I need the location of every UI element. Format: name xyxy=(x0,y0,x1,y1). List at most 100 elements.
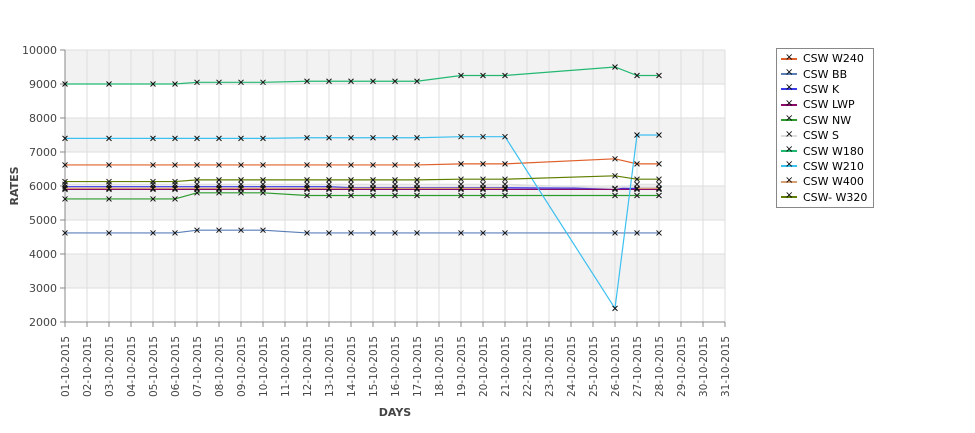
data-point xyxy=(370,162,376,168)
data-point xyxy=(414,192,420,199)
y-tick-label: 7000 xyxy=(29,146,57,159)
data-point xyxy=(392,181,398,188)
x-tick-label: 13-10-2015 xyxy=(324,336,336,397)
data-point xyxy=(656,185,662,192)
x-tick-label: 07-10-2015 xyxy=(192,336,204,397)
x-tick-label: 25-10-2015 xyxy=(588,336,600,397)
y-tick-label: 2000 xyxy=(29,316,57,329)
x-tick-label: 28-10-2015 xyxy=(654,336,666,397)
legend-label: CSW W400 xyxy=(803,175,864,189)
data-point xyxy=(62,162,68,168)
x-tick-label: 26-10-2015 xyxy=(610,336,622,397)
x-tick-label: 30-10-2015 xyxy=(698,336,710,397)
data-point xyxy=(480,161,486,167)
data-point xyxy=(62,135,68,142)
data-point xyxy=(172,185,178,192)
legend-swatch: × xyxy=(781,82,797,94)
data-point xyxy=(172,162,178,168)
data-point xyxy=(326,185,332,192)
y-tick-label: 5000 xyxy=(29,214,57,227)
data-point xyxy=(326,192,332,199)
data-point xyxy=(194,79,200,86)
legend-label: CSW W180 xyxy=(803,144,864,158)
data-point xyxy=(458,72,464,79)
data-point xyxy=(392,186,398,193)
data-point xyxy=(458,230,464,236)
data-point xyxy=(326,78,332,85)
x-tick-label: 29-10-2015 xyxy=(676,336,688,397)
data-point xyxy=(238,79,244,86)
data-point xyxy=(304,134,310,141)
data-point xyxy=(150,186,156,193)
data-point xyxy=(150,185,156,192)
y-tick-label: 3000 xyxy=(29,282,57,295)
x-tick-label: 02-10-2015 xyxy=(82,336,94,397)
x-tick-label: 21-10-2015 xyxy=(500,336,512,397)
data-point xyxy=(150,178,156,185)
data-point xyxy=(612,155,618,162)
data-point xyxy=(150,230,156,236)
data-point xyxy=(370,181,376,188)
y-tick-label: 10000 xyxy=(22,44,57,57)
data-point xyxy=(326,181,332,188)
data-point xyxy=(502,133,508,140)
data-point xyxy=(348,162,354,168)
line-chart: 01-10-2015 02-10-2015 03-10-2015 04-10-2015… xyxy=(8,44,732,419)
data-point xyxy=(150,196,156,202)
data-point xyxy=(106,186,112,193)
legend-label: CSW LWP xyxy=(803,98,855,112)
data-point xyxy=(392,177,398,183)
x-axis-title: DAYS xyxy=(379,406,412,419)
x-tick-label: 01-10-2015 xyxy=(60,336,72,397)
data-point xyxy=(260,181,266,188)
data-point xyxy=(150,162,156,168)
data-point xyxy=(238,177,244,183)
data-point xyxy=(656,181,662,188)
series-csw-w180 xyxy=(62,64,662,87)
data-point xyxy=(62,81,68,87)
data-point xyxy=(216,227,222,234)
x-tick-label: 22-10-2015 xyxy=(522,336,534,397)
series-line xyxy=(65,183,659,189)
legend-label: CSW NW xyxy=(803,113,852,127)
data-point xyxy=(458,181,464,188)
data-point xyxy=(304,192,310,199)
data-point xyxy=(194,135,200,142)
data-point xyxy=(172,178,178,185)
data-point xyxy=(304,162,310,168)
y-axis-title: RATES xyxy=(8,166,21,205)
x-tick-label: 31-10-2015 xyxy=(720,336,732,397)
legend-swatch: × xyxy=(781,144,797,156)
data-point xyxy=(634,230,640,236)
legend-item: × CSW S xyxy=(777,128,873,143)
data-point xyxy=(216,79,222,86)
data-point xyxy=(216,177,222,183)
data-point xyxy=(348,181,354,188)
legend-swatch: × xyxy=(781,129,797,141)
data-point xyxy=(106,162,112,168)
x-tick-label: 04-10-2015 xyxy=(126,336,138,397)
data-point xyxy=(480,176,486,183)
data-point xyxy=(172,186,178,193)
data-point xyxy=(656,72,662,79)
data-point xyxy=(238,185,244,192)
data-point xyxy=(414,78,420,85)
legend-item: × CSW K xyxy=(777,82,873,97)
data-point xyxy=(172,135,178,142)
data-point xyxy=(458,192,464,199)
data-point xyxy=(260,79,266,86)
data-point xyxy=(634,186,640,193)
series-csw-w320 xyxy=(62,172,662,185)
data-point xyxy=(634,161,640,167)
legend-label: CSW W240 xyxy=(803,52,864,66)
data-point xyxy=(480,230,486,236)
y-tick-label: 9000 xyxy=(29,78,57,91)
data-point xyxy=(260,177,266,183)
data-point xyxy=(480,133,486,140)
x-tick-label: 15-10-2015 xyxy=(368,336,380,397)
data-point xyxy=(656,186,662,193)
data-point xyxy=(414,186,420,193)
data-point xyxy=(216,162,222,168)
x-tick-label: 27-10-2015 xyxy=(632,336,644,397)
data-point xyxy=(304,177,310,183)
